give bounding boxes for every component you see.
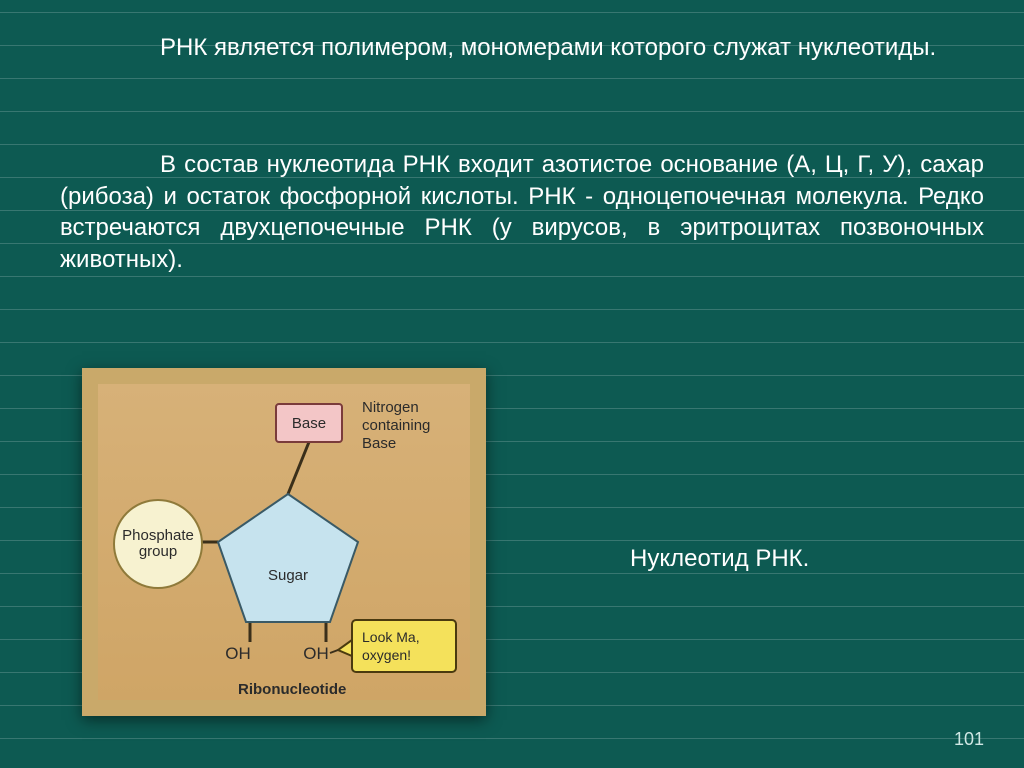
phosphate-label-2: group <box>139 543 177 560</box>
speech-bubble: Look Ma, oxygen! <box>338 620 456 672</box>
diagram-caption: Нуклеотид РНК. <box>630 545 930 573</box>
diagram-title: Ribonucleotide <box>238 681 346 698</box>
phosphate-label-1: Phosphate <box>122 527 194 544</box>
nitrogen-label-3: Base <box>362 435 396 452</box>
speech-rect <box>352 620 456 672</box>
speech-tail <box>338 640 352 656</box>
sugar-label: Sugar <box>268 567 308 584</box>
ruled-line <box>0 111 1024 112</box>
ruled-line <box>0 12 1024 13</box>
ruled-line <box>0 78 1024 79</box>
paragraph-1: РНК является полимером, мономерами котор… <box>60 32 984 64</box>
speech-arrow <box>330 650 338 653</box>
ruled-line <box>0 276 1024 277</box>
page-number: 101 <box>954 729 984 750</box>
nitrogen-label-2: containing <box>362 417 430 434</box>
nitrogen-label-1: Nitrogen <box>362 399 419 416</box>
sugar-pentagon <box>218 494 358 622</box>
diagram-canvas: Phosphate group Sugar Base Nitrogen cont… <box>98 384 470 700</box>
diagram-svg: Phosphate group Sugar Base Nitrogen cont… <box>98 384 470 700</box>
speech-line-2: oxygen! <box>362 647 411 663</box>
speech-line-1: Look Ma, <box>362 629 420 645</box>
base-label: Base <box>292 415 326 432</box>
ruled-line <box>0 738 1024 739</box>
ruled-line <box>0 309 1024 310</box>
bond-base-sugar <box>288 442 309 494</box>
nucleotide-diagram: Phosphate group Sugar Base Nitrogen cont… <box>82 368 486 716</box>
ruled-line <box>0 144 1024 145</box>
ruled-line <box>0 342 1024 343</box>
oh-left: OH <box>225 644 251 663</box>
paragraph-2: В состав нуклеотида РНК входит азотистое… <box>60 149 984 276</box>
oh-right: OH <box>303 644 329 663</box>
